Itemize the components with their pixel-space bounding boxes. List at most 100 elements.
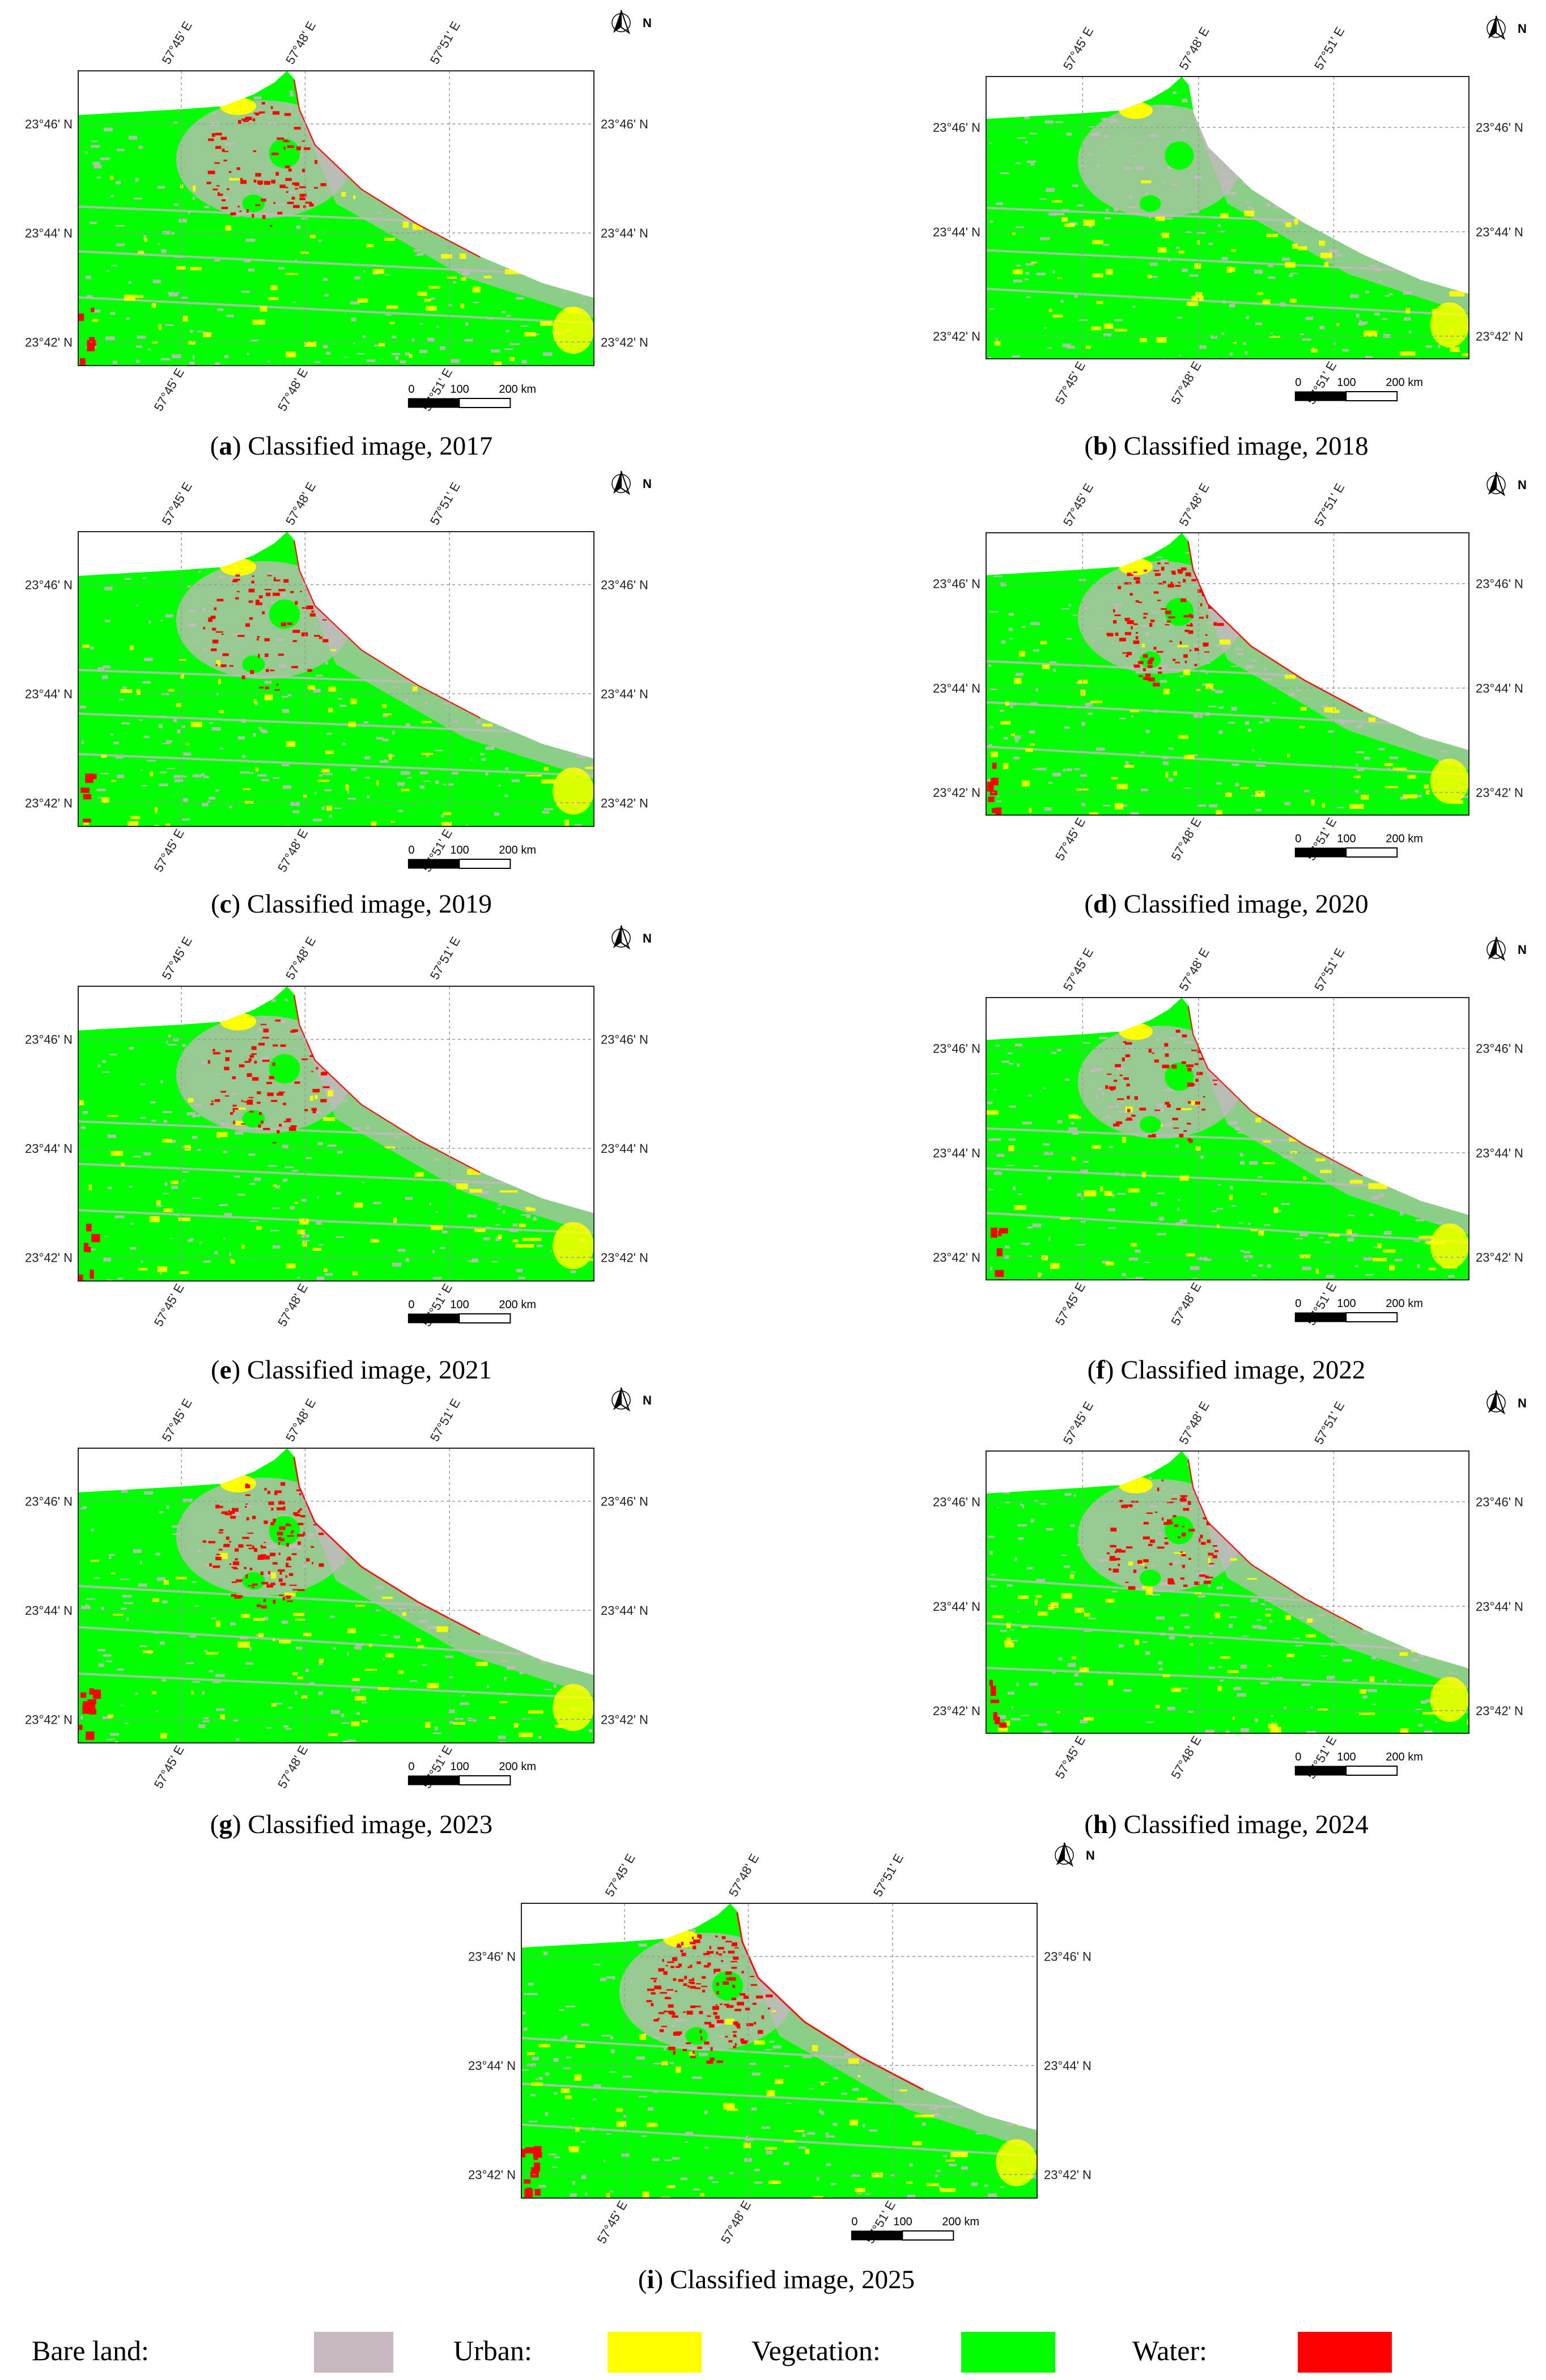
bare-land-patch xyxy=(1265,1608,1273,1610)
water-patch xyxy=(276,684,279,686)
bare-land-patch xyxy=(1269,1620,1273,1623)
bare-land-patch xyxy=(1033,768,1041,770)
water-patch xyxy=(278,589,286,592)
urban-patch xyxy=(1040,640,1047,644)
water-patch xyxy=(1162,1064,1170,1068)
water-patch xyxy=(692,1978,694,1982)
bare-land-patch xyxy=(181,296,188,299)
bare-land-patch xyxy=(366,359,376,362)
bare-land-patch xyxy=(1211,1210,1218,1212)
urban-patch xyxy=(1073,1116,1081,1119)
vegetation-park-2-f xyxy=(1139,1116,1161,1134)
bare-land-patch xyxy=(283,785,292,789)
bare-land-patch xyxy=(140,1117,146,1119)
urban-patch xyxy=(108,1115,118,1117)
urban-patch xyxy=(661,2061,668,2066)
bare-land-patch xyxy=(606,1976,613,1979)
water-patch xyxy=(1158,671,1162,674)
bare-land-patch xyxy=(135,605,139,606)
bare-land-patch xyxy=(1160,680,1167,683)
bare-land-patch xyxy=(1142,1641,1148,1643)
bare-land-patch xyxy=(220,1204,228,1206)
water-patch xyxy=(1195,1101,1201,1105)
bare-land-patch xyxy=(341,1713,345,1717)
water-patch xyxy=(319,636,322,639)
bare-land-patch xyxy=(173,122,178,124)
water-patch-sw xyxy=(534,2189,541,2196)
urban-patch xyxy=(378,1687,389,1690)
water-patch xyxy=(212,627,216,631)
bare-land-patch xyxy=(593,2084,601,2089)
lat-label-right: 23°46' N xyxy=(601,1495,648,1509)
urban-patch xyxy=(1128,1188,1140,1193)
bare-land-patch xyxy=(987,779,990,783)
lat-label-right: 23°44' N xyxy=(1476,681,1523,695)
water-patch-sw xyxy=(990,1686,996,1696)
bare-land-patch xyxy=(1415,1708,1422,1710)
bare-land-patch xyxy=(1387,767,1390,769)
water-patch xyxy=(209,1563,212,1567)
bare-land-patch xyxy=(1191,1278,1198,1280)
bare-land-patch xyxy=(1014,1043,1022,1047)
water-patch xyxy=(242,1537,249,1539)
water-patch xyxy=(257,1091,261,1094)
urban-patch xyxy=(79,1100,84,1105)
bare-land-patch xyxy=(1357,768,1365,771)
bare-land-patch xyxy=(330,1615,335,1618)
urban-patch xyxy=(994,341,1001,346)
urban-patch xyxy=(286,351,296,358)
bare-land-patch xyxy=(365,777,370,779)
water-patch xyxy=(752,2003,757,2005)
bare-land-patch xyxy=(890,2174,895,2177)
lon-label-top: 57°45' E xyxy=(1060,1399,1096,1446)
water-patch xyxy=(1123,1077,1129,1080)
bare-land-patch xyxy=(1160,233,1162,235)
water-patch xyxy=(1125,1581,1129,1583)
urban-patch xyxy=(1008,1145,1014,1152)
water-patch xyxy=(1185,572,1191,576)
water-patch xyxy=(264,1520,268,1524)
bare-land-patch xyxy=(177,729,181,733)
water-patch xyxy=(292,1589,299,1590)
urban-patch xyxy=(309,235,316,239)
urban-patch xyxy=(461,277,466,281)
water-patch-sw xyxy=(999,1723,1007,1728)
urban-patch xyxy=(1449,291,1465,297)
water-patch xyxy=(750,1984,758,1986)
bare-land-patch xyxy=(329,814,332,818)
water-patch xyxy=(290,1125,297,1127)
bare-land-patch xyxy=(1063,1565,1071,1568)
bare-land-patch xyxy=(143,1491,154,1495)
urban-patch xyxy=(1003,763,1009,769)
bare-land-patch xyxy=(143,736,150,739)
urban-patch xyxy=(513,1723,519,1728)
water-patch xyxy=(305,201,312,204)
urban-patch xyxy=(1319,240,1325,246)
bare-land-patch xyxy=(179,218,187,223)
legend-swatch-urban xyxy=(608,2332,702,2373)
bare-land-patch xyxy=(392,731,395,735)
bare-land-patch xyxy=(187,585,191,588)
water-patch xyxy=(686,2010,693,2015)
bare-land-patch xyxy=(171,1185,178,1189)
urban-patch xyxy=(700,2193,704,2197)
bare-land-patch xyxy=(996,1153,1005,1157)
bare-land-patch xyxy=(379,760,389,763)
bare-land-patch xyxy=(1046,188,1055,192)
water-patch xyxy=(1118,1550,1126,1553)
map-frame-c xyxy=(78,531,594,827)
bare-land-patch xyxy=(1231,707,1237,711)
water-patch xyxy=(248,1585,254,1586)
bare-land-patch xyxy=(1306,1731,1316,1733)
water-patch xyxy=(1118,1563,1120,1567)
urban-patch xyxy=(128,821,139,826)
bare-land-patch xyxy=(1117,1193,1126,1195)
water-patch xyxy=(228,171,232,173)
bare-land-patch xyxy=(405,723,410,726)
bare-land-patch xyxy=(1068,1663,1076,1668)
bare-land-patch xyxy=(1020,1503,1023,1506)
bare-land-patch xyxy=(397,782,405,786)
urban-patch xyxy=(1217,1686,1222,1691)
bare-land-patch xyxy=(772,2045,782,2049)
bare-land-patch xyxy=(712,2181,719,2183)
